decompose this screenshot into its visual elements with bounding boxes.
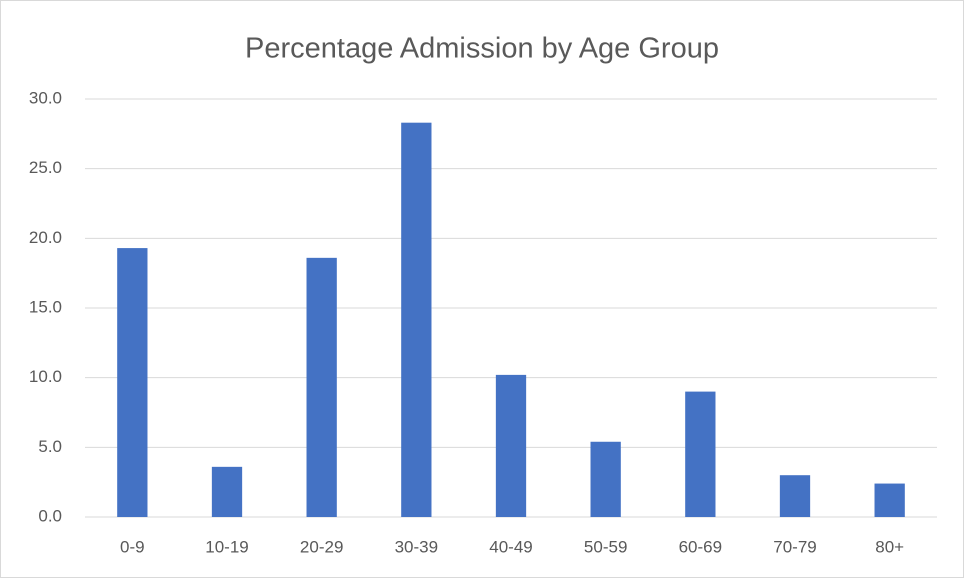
chart-title: Percentage Admission by Age Group xyxy=(245,33,719,65)
bar xyxy=(779,475,811,517)
x-tick-label: 30-39 xyxy=(395,537,438,556)
bar xyxy=(590,441,621,517)
bar xyxy=(401,122,432,517)
y-tick-label: 0.0 xyxy=(38,506,62,525)
y-tick-label: 20.0 xyxy=(29,228,62,247)
x-tick-label: 0-9 xyxy=(120,537,145,556)
bar xyxy=(211,466,243,517)
x-tick-label: 40-49 xyxy=(489,537,532,556)
y-tick-label: 30.0 xyxy=(29,88,62,107)
x-tick-label: 80+ xyxy=(875,537,904,556)
x-tick-label: 10-19 xyxy=(205,537,248,556)
bar xyxy=(874,483,905,517)
bar xyxy=(685,391,716,517)
x-tick-label: 50-59 xyxy=(584,537,627,556)
x-tick-label: 70-79 xyxy=(773,537,816,556)
y-tick-label: 15.0 xyxy=(29,297,62,316)
bar xyxy=(495,374,527,517)
bar xyxy=(306,257,337,517)
y-tick-label: 5.0 xyxy=(38,437,62,456)
x-tick-label: 60-69 xyxy=(679,537,722,556)
y-tick-label: 25.0 xyxy=(29,158,62,177)
bar xyxy=(117,248,148,517)
x-tick-label: 20-29 xyxy=(300,537,343,556)
y-tick-label: 10.0 xyxy=(29,367,62,386)
